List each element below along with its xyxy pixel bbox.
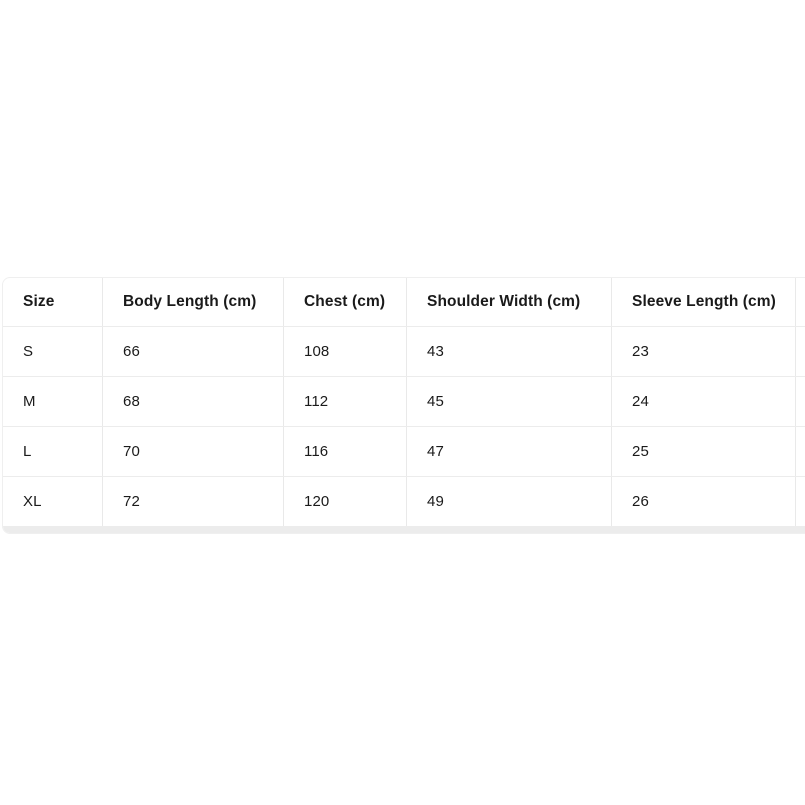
cell-shoulder-width: 49 (407, 477, 612, 526)
column-header-body-length: Body Length (cm) (103, 278, 284, 326)
cell-size: M (3, 377, 103, 426)
cell-body-length: 72 (103, 477, 284, 526)
cell-size: S (3, 327, 103, 376)
cell-shoulder-width: 47 (407, 427, 612, 476)
table-row-m: M 68 112 45 24 (3, 376, 805, 426)
cell-clipped (796, 377, 805, 426)
table-row-xl: XL 72 120 49 26 (3, 476, 805, 526)
horizontal-scrollbar[interactable] (3, 526, 805, 533)
cell-clipped (796, 477, 805, 526)
cell-chest: 120 (284, 477, 407, 526)
cell-body-length: 66 (103, 327, 284, 376)
column-header-size: Size (3, 278, 103, 326)
cell-size: L (3, 427, 103, 476)
column-header-clipped (796, 278, 805, 326)
cell-clipped (796, 327, 805, 376)
cell-sleeve-length: 25 (612, 427, 796, 476)
cell-sleeve-length: 26 (612, 477, 796, 526)
cell-chest: 108 (284, 327, 407, 376)
size-chart-table: Size Body Length (cm) Chest (cm) Shoulde… (2, 277, 805, 534)
table-row-l: L 70 116 47 25 (3, 426, 805, 476)
cell-body-length: 70 (103, 427, 284, 476)
table-row-s: S 66 108 43 23 (3, 326, 805, 376)
cell-size: XL (3, 477, 103, 526)
cell-sleeve-length: 23 (612, 327, 796, 376)
cell-chest: 112 (284, 377, 407, 426)
cell-shoulder-width: 43 (407, 327, 612, 376)
cell-clipped (796, 427, 805, 476)
cell-body-length: 68 (103, 377, 284, 426)
cell-chest: 116 (284, 427, 407, 476)
column-header-sleeve-length: Sleeve Length (cm) (612, 278, 796, 326)
column-header-shoulder-width: Shoulder Width (cm) (407, 278, 612, 326)
table-header-row: Size Body Length (cm) Chest (cm) Shoulde… (3, 278, 805, 326)
cell-sleeve-length: 24 (612, 377, 796, 426)
cell-shoulder-width: 45 (407, 377, 612, 426)
column-header-chest: Chest (cm) (284, 278, 407, 326)
